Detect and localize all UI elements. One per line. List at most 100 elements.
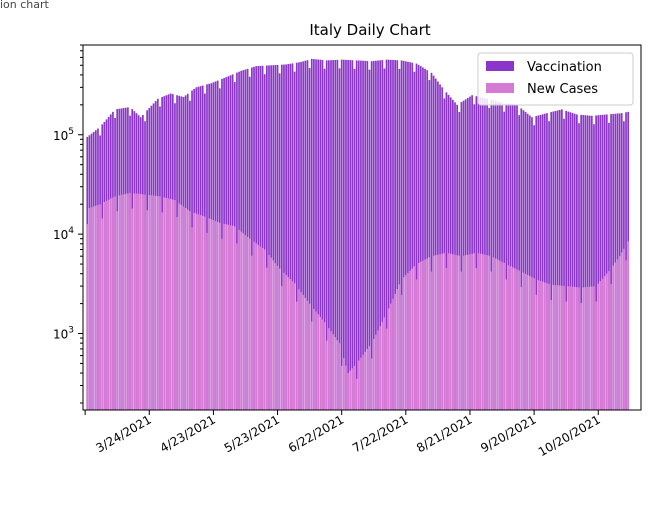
new-cases-bar [246,236,249,410]
vaccination-bar [351,60,354,411]
new-cases-bar [272,260,275,410]
vaccination-bar [554,110,557,411]
new-cases-bar [415,279,418,410]
vaccination-bar [612,113,615,411]
new-cases-bar [561,285,563,410]
x-tick-label: 10/20/2021 [536,412,603,459]
vaccination-bar [342,59,345,411]
new-cases-bar [199,215,202,410]
new-cases-bar [184,208,187,410]
new-cases-bar [599,281,602,410]
vaccination-bar [274,65,277,410]
new-cases-bar [189,211,191,410]
new-cases-bar [541,281,544,410]
vaccination-bar [558,109,561,411]
vaccination-bar [571,113,574,410]
new-cases-bar [257,244,260,410]
vaccination-bar [597,115,600,410]
x-tick-label: 7/22/2021 [350,412,410,455]
new-cases-bar [411,268,414,410]
vaccination-bar [317,59,320,410]
new-cases-bar [195,213,198,410]
new-cases-bar [308,303,311,410]
vaccination-bar [259,65,262,410]
vaccination-bar [334,59,337,411]
new-cases-bar [488,255,491,410]
new-cases-bar [464,255,467,410]
vaccination-bar [392,59,394,411]
new-cases-bar [280,286,283,410]
new-cases-bar [340,366,343,410]
new-cases-bar [146,210,148,410]
vaccination-bar [394,60,396,410]
new-cases-bar [514,268,516,410]
new-cases-bar [204,216,206,410]
legend-swatch [486,61,514,71]
vaccination-bar [608,122,610,410]
new-cases-bar [477,253,480,410]
new-cases-bar [614,262,617,410]
new-cases-bar [586,286,589,410]
new-cases-bar [394,293,396,410]
new-cases-bar [353,365,356,410]
vaccination-bar [441,87,444,410]
new-cases-bar [473,253,476,410]
new-cases-bar [165,197,168,410]
new-cases-bar [88,208,91,410]
new-cases-bar [460,271,463,410]
new-cases-bar [295,301,298,410]
vaccination-bar [383,68,386,411]
vaccination-bar [255,66,258,410]
vaccination-bar [287,64,290,410]
vaccination-bar [543,113,546,410]
vaccination-bar [556,110,559,411]
new-cases-bar [475,268,478,410]
vaccination-bar [541,114,544,410]
new-cases-bar [193,212,196,410]
vaccination-bar [300,61,302,411]
vaccination-bar [526,113,529,410]
vaccination-bar [368,69,371,410]
new-cases-bar [543,282,546,410]
vaccination-bar [593,124,595,411]
new-cases-bar [623,248,625,410]
new-cases-bar [248,238,251,410]
new-cases-bar [236,243,238,410]
vaccination-bar [537,115,540,411]
new-cases-bar [300,292,302,410]
new-cases-bar [118,195,121,410]
vaccination-bar [413,71,416,410]
new-cases-bar [445,268,448,410]
vaccination-bar [293,71,296,410]
vaccination-bar [355,60,358,410]
new-cases-bar [554,285,557,410]
new-cases-bar [479,253,482,410]
new-cases-bar [396,289,399,410]
vaccination-bar [614,113,617,411]
new-cases-bar [92,206,95,410]
new-cases-bar [387,308,390,410]
new-cases-bar [404,275,407,410]
vaccination-bar [475,96,478,410]
vaccination-bar [546,113,548,410]
corner-label: ion chart [0,0,49,11]
vaccination-bar [486,98,488,411]
new-cases-bar [139,194,142,410]
x-tick-label: 5/23/2021 [222,412,282,455]
new-cases-bar [176,217,178,410]
new-cases-bar [261,247,264,410]
vaccination-bar [385,59,388,410]
new-cases-bar [229,225,232,410]
vaccination-bar [484,98,486,410]
new-cases-bar [383,317,386,410]
new-cases-bar [253,241,255,410]
new-cases-bar [439,254,441,410]
new-cases-bar [268,254,270,410]
vaccination-bar [400,60,403,410]
vaccination-bar [578,123,580,410]
vaccination-bar [590,115,593,410]
vaccination-bar [509,103,512,411]
vaccination-bar [565,110,568,410]
new-cases-bar [590,286,593,410]
